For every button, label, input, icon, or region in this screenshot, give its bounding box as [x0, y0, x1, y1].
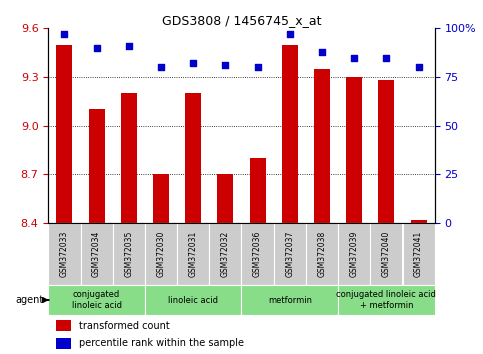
- Point: [189, 61, 197, 66]
- Point: [286, 31, 294, 37]
- Title: GDS3808 / 1456745_x_at: GDS3808 / 1456745_x_at: [162, 14, 321, 27]
- Bar: [402, 223, 435, 285]
- Point: [350, 55, 358, 60]
- Bar: [411, 220, 426, 223]
- Bar: [378, 80, 395, 223]
- Bar: [346, 77, 362, 223]
- Bar: [113, 223, 145, 285]
- Bar: [57, 45, 72, 223]
- Point: [157, 64, 165, 70]
- Bar: [88, 109, 105, 223]
- Text: GSM372032: GSM372032: [221, 231, 230, 277]
- Bar: [274, 223, 306, 285]
- Bar: [370, 223, 402, 285]
- Point: [93, 45, 100, 51]
- Point: [318, 49, 326, 55]
- Point: [125, 43, 133, 49]
- Point: [222, 62, 229, 68]
- Bar: [338, 223, 370, 285]
- Text: GSM372030: GSM372030: [156, 231, 166, 277]
- Bar: [56, 338, 71, 349]
- Text: GSM372040: GSM372040: [382, 231, 391, 277]
- Text: transformed count: transformed count: [79, 321, 170, 331]
- Bar: [48, 223, 81, 285]
- Text: GSM372041: GSM372041: [414, 231, 423, 277]
- Bar: [242, 223, 274, 285]
- Bar: [121, 93, 137, 223]
- Bar: [48, 285, 145, 315]
- Text: conjugated
linoleic acid: conjugated linoleic acid: [71, 290, 122, 310]
- Text: GSM372037: GSM372037: [285, 231, 294, 277]
- Bar: [177, 223, 209, 285]
- Text: GSM372031: GSM372031: [189, 231, 198, 277]
- Bar: [338, 285, 435, 315]
- Text: GSM372034: GSM372034: [92, 231, 101, 277]
- Bar: [217, 175, 233, 223]
- Text: GSM372036: GSM372036: [253, 231, 262, 277]
- Bar: [185, 93, 201, 223]
- Text: GSM372033: GSM372033: [60, 231, 69, 277]
- Point: [254, 64, 261, 70]
- Text: metformin: metformin: [268, 296, 312, 304]
- Bar: [306, 223, 338, 285]
- Text: GSM372038: GSM372038: [317, 231, 327, 277]
- Bar: [282, 45, 298, 223]
- Bar: [145, 223, 177, 285]
- Bar: [145, 285, 242, 315]
- Text: linoleic acid: linoleic acid: [168, 296, 218, 304]
- Text: GSM372035: GSM372035: [124, 231, 133, 277]
- Bar: [209, 223, 242, 285]
- Text: percentile rank within the sample: percentile rank within the sample: [79, 338, 244, 348]
- Bar: [56, 320, 71, 331]
- Point: [383, 55, 390, 60]
- Bar: [242, 285, 338, 315]
- Point: [60, 31, 68, 37]
- Bar: [153, 175, 169, 223]
- Point: [415, 64, 423, 70]
- Text: conjugated linoleic acid
+ metformin: conjugated linoleic acid + metformin: [337, 290, 436, 310]
- Text: GSM372039: GSM372039: [350, 231, 359, 277]
- Text: agent: agent: [15, 295, 43, 305]
- Bar: [250, 158, 266, 223]
- Bar: [314, 69, 330, 223]
- Bar: [81, 223, 113, 285]
